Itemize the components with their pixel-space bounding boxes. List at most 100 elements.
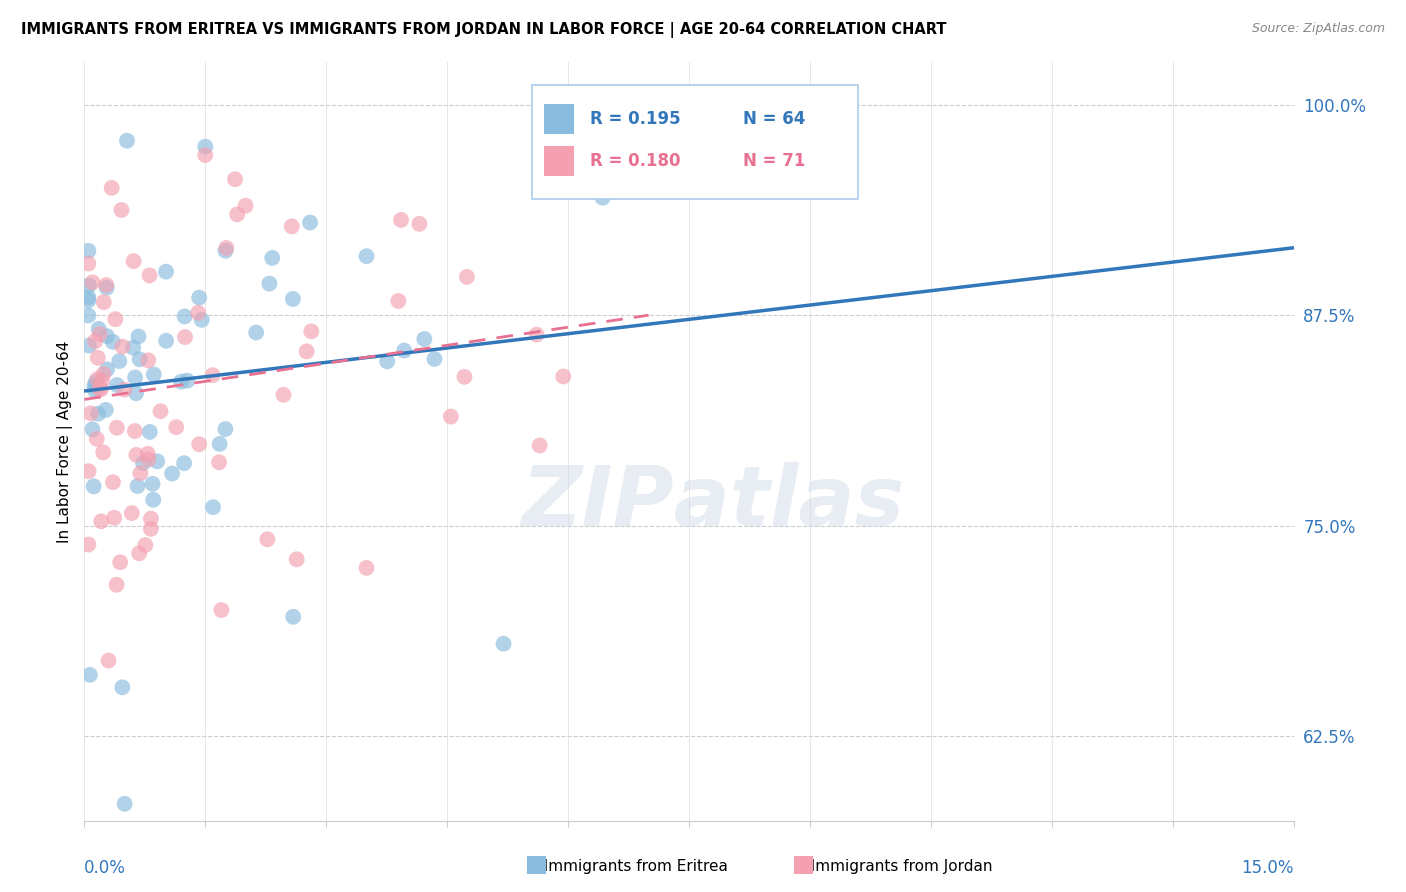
Point (93, 295, 115, 310)
Point (101, 475, 124, 490)
Bar (544, 145, 574, 177)
Point (138, 268, 160, 283)
Point (89, 381, 111, 395)
Point (440, 409, 463, 424)
Text: IMMIGRANTS FROM ERITREA VS IMMIGRANTS FROM JORDAN IN LABOR FORCE | AGE 20-64 COR: IMMIGRANTS FROM ERITREA VS IMMIGRANTS FR… (21, 22, 946, 38)
Point (114, 383, 136, 397)
Text: N = 71: N = 71 (744, 152, 806, 170)
Point (214, 244, 236, 258)
Point (77, 256, 100, 270)
Point (139, 425, 162, 439)
Text: 0.0%: 0.0% (84, 858, 127, 877)
Point (79, 668, 101, 682)
Text: ZIP​atlas: ZIP​atlas (522, 462, 904, 542)
Point (114, 797, 136, 811)
Point (209, 603, 232, 617)
Point (105, 421, 128, 435)
Point (77, 293, 100, 308)
Text: N = 64: N = 64 (744, 111, 806, 128)
Point (96, 362, 118, 376)
Point (201, 368, 224, 383)
Point (389, 213, 412, 227)
Point (536, 132, 558, 146)
Point (77, 278, 100, 293)
Point (281, 292, 304, 306)
Point (97, 654, 120, 668)
Point (273, 388, 295, 402)
Point (139, 511, 162, 525)
Point (77, 538, 100, 552)
Bar (544, 104, 574, 135)
Point (423, 351, 446, 366)
Text: 15.0%: 15.0% (1241, 858, 1294, 877)
Point (224, 172, 246, 186)
Point (202, 500, 225, 515)
Point (82, 422, 104, 436)
Point (90, 382, 112, 396)
Point (127, 329, 149, 343)
Point (128, 546, 150, 560)
Point (387, 293, 409, 308)
Point (91, 445, 114, 459)
Point (226, 207, 249, 221)
Point (104, 312, 127, 326)
Point (90, 374, 112, 388)
Point (392, 343, 415, 358)
Point (105, 578, 128, 592)
Point (84, 334, 107, 349)
Point (285, 552, 308, 566)
Point (77, 290, 100, 304)
Point (136, 353, 159, 368)
Point (125, 448, 148, 462)
Point (84, 376, 107, 390)
Point (89, 327, 111, 342)
Point (173, 456, 195, 470)
Point (96, 278, 118, 293)
Point (124, 424, 146, 438)
Point (155, 334, 177, 348)
Point (592, 191, 614, 205)
Point (553, 369, 575, 384)
Point (141, 476, 163, 491)
Point (86, 432, 108, 446)
Point (215, 241, 238, 255)
Point (208, 455, 231, 469)
Point (187, 306, 209, 320)
Point (188, 437, 211, 451)
Point (214, 422, 236, 436)
Point (356, 561, 378, 575)
Point (96, 329, 118, 343)
Point (413, 332, 436, 346)
Point (115, 134, 138, 148)
Point (108, 555, 131, 569)
Point (245, 326, 267, 340)
Point (101, 334, 124, 349)
Point (77, 464, 100, 478)
Point (295, 344, 318, 359)
Point (87, 322, 110, 336)
Point (121, 506, 143, 520)
Point (83, 479, 105, 493)
Point (492, 637, 515, 651)
Point (526, 327, 548, 342)
Point (136, 447, 159, 461)
Point (86, 372, 108, 386)
Point (190, 313, 212, 327)
Point (259, 277, 281, 291)
Text: R = 0.195: R = 0.195 (589, 111, 681, 128)
Y-axis label: In Labor Force | Age 20-64: In Labor Force | Age 20-64 (58, 341, 73, 542)
Point (299, 215, 322, 229)
Point (122, 254, 145, 268)
Point (208, 437, 231, 451)
Point (128, 352, 150, 367)
Point (132, 456, 155, 470)
Text: Immigrants from Jordan: Immigrants from Jordan (801, 859, 993, 874)
Point (127, 479, 149, 493)
Point (281, 219, 304, 234)
Point (142, 368, 165, 382)
Point (149, 404, 172, 418)
Point (176, 374, 198, 388)
Point (160, 467, 183, 481)
Point (110, 202, 132, 217)
Point (103, 510, 125, 524)
